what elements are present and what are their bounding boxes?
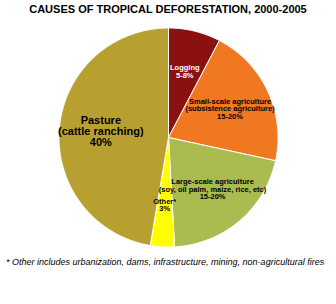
svg-text:Other*3%: Other*3% [153,197,176,214]
html-text:CAUSES OF TROPICAL DEFORESTATI: CAUSES OF TROPICAL DEFORESTATION, 2000-2… [29,3,307,15]
svg-text:Small-scale agriculture(subsis: Small-scale agriculture(subsistence agri… [185,97,275,121]
html-text:(soy, oil palm, maize, rice, e: (soy, oil palm, maize, rice, etc) [158,184,267,194]
html-text:* Other includes urbanization,: * Other includes urbanization, dams, inf… [6,257,325,267]
svg-text:Logging5-8%: Logging5-8% [170,63,200,80]
svg-text:Pasture(cattle ranching)40%: Pasture(cattle ranching)40% [58,114,144,148]
html-text:15-20%: 15-20% [199,192,226,202]
html-text:Large-scale agriculture: Large-scale agriculture [171,177,254,187]
